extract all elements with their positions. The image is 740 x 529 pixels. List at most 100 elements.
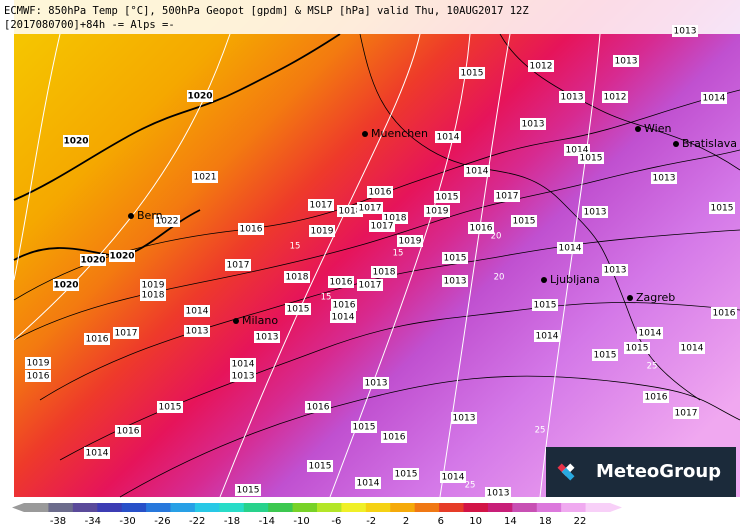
- isotherm-label: 15: [321, 293, 332, 303]
- isobar-label-box: [371, 266, 397, 278]
- isobar-label: 1014: [442, 473, 465, 483]
- isobar-label-box: [307, 460, 333, 472]
- isobar-label-box: [557, 242, 583, 254]
- isobar-label: 1015: [711, 204, 734, 214]
- isobar-label: 1015: [353, 423, 376, 433]
- isobar-label-box: [305, 401, 331, 413]
- colorbar-cell: [97, 503, 123, 512]
- isobar-label: 1012: [604, 93, 627, 103]
- isobar-label: 1013: [186, 327, 209, 337]
- isobar-label-box: [308, 199, 334, 211]
- isobar-label: 1015: [594, 351, 617, 361]
- isobar-label-box: [285, 303, 311, 315]
- city-dot: [673, 141, 679, 147]
- colorbar-cell: [439, 503, 464, 512]
- colorbar-tick-label: 22: [574, 516, 587, 527]
- isobar-label-box: [157, 401, 183, 413]
- isotherm-label: 25: [535, 426, 546, 436]
- colorbar-tick-label: -26: [154, 516, 170, 527]
- logo-text: MeteoGroup: [596, 461, 721, 482]
- isotherm-label: 25: [647, 362, 658, 372]
- colorbar-cell: [24, 503, 49, 512]
- isobar-label: 1013: [561, 93, 584, 103]
- isobar-label-box: [192, 171, 218, 183]
- header-line: [2017080700]+84h -= Alps =-: [4, 19, 175, 31]
- isobar-label-box: [679, 342, 705, 354]
- isobar-label: 1020: [53, 281, 78, 291]
- isobar-label: 1014: [332, 313, 355, 323]
- isobar-label-box: [643, 391, 669, 403]
- colorbar-cell: [414, 503, 440, 512]
- isobar-label-box: [363, 377, 389, 389]
- city-name: Muenchen: [371, 127, 428, 140]
- colorbar-tick-label: -38: [50, 516, 66, 527]
- isobar-label-box: [230, 370, 256, 382]
- city-dot: [627, 295, 633, 301]
- isobar-label: 1016: [645, 393, 668, 403]
- isobar-label-box: [53, 279, 79, 291]
- isobar-label: 1013: [615, 57, 638, 67]
- isobar-label-box: [582, 206, 608, 218]
- isobar-label-box: [115, 425, 141, 437]
- isobar-label-box: [25, 370, 51, 382]
- colorbar-cell: [268, 503, 294, 512]
- isobar-label: 1017: [359, 281, 382, 291]
- isobar-label-box: [369, 220, 395, 232]
- isobar-label: 1020: [109, 252, 134, 262]
- logo-icon: [557, 463, 575, 481]
- isobar-label: 1016: [470, 224, 493, 234]
- colorbar-tick-label: -6: [331, 516, 341, 527]
- isobar-label: 1013: [653, 174, 676, 184]
- isobar-label: 1014: [559, 244, 582, 254]
- isobar-label-box: [238, 223, 264, 235]
- isobar-label-box: [328, 276, 354, 288]
- isobar-label: 1017: [310, 201, 333, 211]
- isobar-label: 1017: [371, 222, 394, 232]
- isobar-label-box: [468, 222, 494, 234]
- colorbar-tick-label: -30: [119, 516, 135, 527]
- isobar-label: 1015: [534, 301, 557, 311]
- colorbar-cell: [219, 503, 245, 512]
- isobar-label: 1017: [359, 204, 382, 214]
- isobar-label: 1018: [373, 268, 396, 278]
- isobar-label-box: [673, 407, 699, 419]
- colorbar-tick-label: 10: [469, 516, 482, 527]
- colorbar-cell: [146, 503, 171, 512]
- colorbar-cell: [561, 503, 587, 512]
- header-band: [0, 0, 740, 34]
- colorbar-cell: [512, 503, 538, 512]
- colorbar-cell: [292, 503, 318, 512]
- isobar-label-box: [442, 275, 468, 287]
- isobar-label-box: [711, 307, 737, 319]
- isobar-label: 1012: [530, 62, 553, 72]
- isobar-label-box: [485, 487, 511, 499]
- colorbar-tick-label: 18: [539, 516, 552, 527]
- isobar-label-box: [701, 92, 727, 104]
- isobar-label-box: [25, 357, 51, 369]
- colorbar-tick-label: -2: [366, 516, 376, 527]
- isobar-label: 1018: [384, 214, 407, 224]
- city-name: Wien: [644, 122, 671, 135]
- isobar-label: 1016: [307, 403, 330, 413]
- isobar-label-box: [459, 67, 485, 79]
- isobar-label-box: [184, 305, 210, 317]
- colorbar-cell: [243, 503, 269, 512]
- isobar-label-box: [230, 358, 256, 370]
- city-name: Zagreb: [636, 291, 675, 304]
- colorbar-cell: [463, 503, 489, 512]
- isobar-label-box: [357, 279, 383, 291]
- isobar-label-box: [578, 152, 604, 164]
- isobar-label: 1016: [86, 335, 109, 345]
- isobar-label-box: [109, 250, 135, 262]
- isobar-label: 1013: [604, 266, 627, 276]
- isobar-label: 1018: [142, 291, 165, 301]
- colorbar-cell: [585, 503, 611, 512]
- isobar-label: 1014: [681, 344, 704, 354]
- colorbar-cell: [121, 503, 147, 512]
- city-name: Milano: [242, 314, 278, 327]
- isobar-label-box: [672, 25, 698, 37]
- isobar-label-box: [337, 205, 363, 217]
- isobar-label-box: [331, 299, 357, 311]
- isobar-label-box: [651, 172, 677, 184]
